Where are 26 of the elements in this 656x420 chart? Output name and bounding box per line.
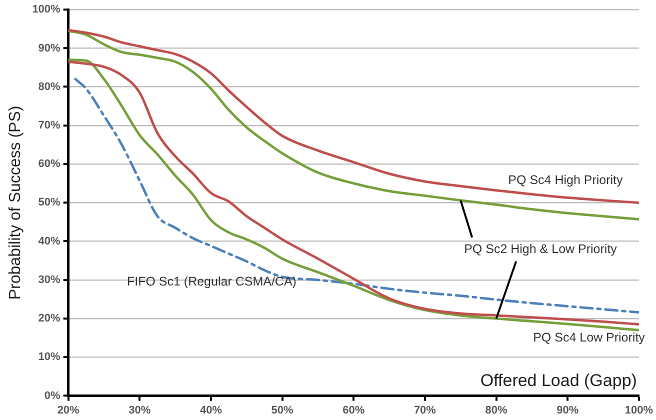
series-label: FIFO Sc1 (Regular CSMA/CA) bbox=[126, 274, 296, 289]
x-tick-label: 60% bbox=[342, 404, 365, 416]
x-tick-label: 90% bbox=[556, 404, 579, 416]
y-tick-label: 80% bbox=[38, 80, 61, 93]
y-tick-label: 30% bbox=[38, 274, 61, 286]
series-label: PQ Sc2 High & Low Priority bbox=[464, 242, 618, 256]
y-tick-label: 10% bbox=[38, 351, 61, 364]
y-tick-label: 0% bbox=[44, 390, 61, 402]
y-tick-label: 100% bbox=[32, 4, 61, 16]
x-tick-label: 100% bbox=[624, 404, 654, 416]
x-tick-label: 30% bbox=[128, 404, 151, 416]
y-tick-label: 60% bbox=[38, 158, 61, 170]
y-tick-label: 90% bbox=[38, 42, 61, 54]
y-tick-label: 40% bbox=[38, 235, 61, 248]
series-label: PQ Sc4 High Priority bbox=[508, 173, 624, 188]
x-tick-label: 70% bbox=[414, 404, 436, 416]
x-tick-label: 50% bbox=[271, 404, 294, 416]
y-tick-label: 20% bbox=[38, 312, 61, 325]
y-tick-label: 50% bbox=[38, 196, 61, 209]
x-tick-label: 80% bbox=[485, 404, 508, 416]
x-tick-label: 20% bbox=[57, 404, 80, 416]
y-axis-title: Probability of Success (PS) bbox=[7, 106, 24, 300]
series-label: PQ Sc4 Low Priority bbox=[533, 330, 646, 345]
x-axis-title: Offered Load (Gapp) bbox=[480, 370, 637, 390]
y-tick-label: 70% bbox=[38, 119, 61, 132]
x-tick-label: 40% bbox=[200, 404, 222, 416]
